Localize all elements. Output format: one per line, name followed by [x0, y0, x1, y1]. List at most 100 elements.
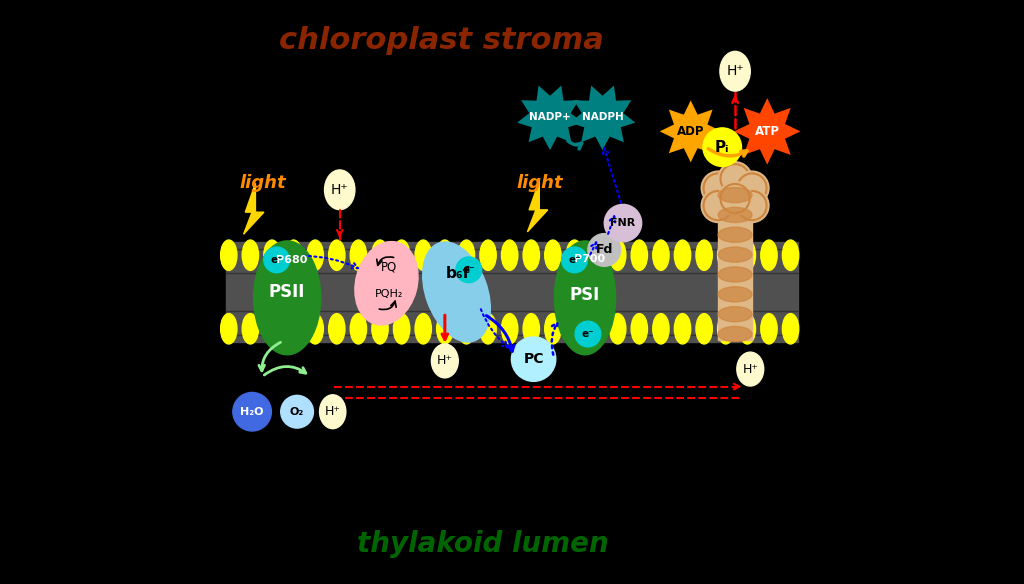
- Text: PSI: PSI: [570, 286, 600, 304]
- Ellipse shape: [480, 314, 497, 344]
- Text: e⁻: e⁻: [582, 329, 594, 339]
- Text: P700: P700: [574, 254, 605, 265]
- Ellipse shape: [350, 314, 367, 344]
- Polygon shape: [569, 85, 635, 150]
- Polygon shape: [659, 100, 722, 162]
- Ellipse shape: [718, 182, 752, 215]
- Text: b₆f: b₆f: [445, 266, 470, 281]
- Circle shape: [561, 247, 588, 273]
- Text: thylakoid lumen: thylakoid lumen: [357, 530, 608, 558]
- Ellipse shape: [372, 240, 388, 270]
- Text: ADP: ADP: [677, 125, 705, 138]
- Ellipse shape: [718, 247, 752, 262]
- Ellipse shape: [718, 326, 752, 342]
- Ellipse shape: [545, 314, 561, 344]
- Ellipse shape: [718, 314, 734, 344]
- Circle shape: [232, 392, 271, 431]
- Ellipse shape: [566, 314, 583, 344]
- Ellipse shape: [718, 227, 752, 242]
- Ellipse shape: [523, 314, 540, 344]
- Text: H⁺: H⁺: [325, 405, 341, 418]
- Text: H⁺: H⁺: [331, 183, 348, 197]
- Ellipse shape: [325, 170, 355, 210]
- Circle shape: [456, 257, 481, 283]
- Ellipse shape: [329, 240, 345, 270]
- Text: PSII: PSII: [269, 283, 305, 301]
- Circle shape: [604, 204, 642, 242]
- Ellipse shape: [415, 314, 431, 344]
- Ellipse shape: [319, 395, 346, 429]
- Ellipse shape: [761, 314, 777, 344]
- Ellipse shape: [675, 240, 691, 270]
- Ellipse shape: [652, 240, 669, 270]
- Ellipse shape: [701, 171, 735, 205]
- Ellipse shape: [431, 344, 459, 378]
- Text: H⁺: H⁺: [742, 363, 758, 376]
- Ellipse shape: [721, 164, 750, 193]
- Ellipse shape: [436, 240, 453, 270]
- Text: H₂O: H₂O: [241, 406, 264, 417]
- Ellipse shape: [243, 314, 258, 344]
- Ellipse shape: [721, 184, 750, 213]
- Ellipse shape: [737, 191, 767, 220]
- Ellipse shape: [350, 240, 367, 270]
- Ellipse shape: [761, 240, 777, 270]
- Circle shape: [702, 128, 741, 166]
- Ellipse shape: [718, 240, 734, 270]
- Ellipse shape: [737, 173, 767, 203]
- Text: light: light: [240, 174, 286, 192]
- Ellipse shape: [588, 314, 604, 344]
- Ellipse shape: [329, 314, 345, 344]
- Text: Fd: Fd: [596, 244, 613, 256]
- Ellipse shape: [502, 314, 518, 344]
- Ellipse shape: [609, 240, 626, 270]
- Ellipse shape: [220, 314, 237, 344]
- Ellipse shape: [372, 314, 388, 344]
- Text: e⁻: e⁻: [270, 255, 283, 265]
- Bar: [226, 242, 798, 342]
- Text: PQ: PQ: [381, 260, 397, 273]
- Ellipse shape: [703, 173, 733, 203]
- Text: O₂: O₂: [290, 406, 304, 417]
- Ellipse shape: [718, 307, 752, 322]
- Ellipse shape: [286, 314, 302, 344]
- Ellipse shape: [782, 240, 799, 270]
- Ellipse shape: [735, 189, 769, 223]
- Ellipse shape: [703, 191, 733, 220]
- Ellipse shape: [718, 287, 752, 302]
- Ellipse shape: [264, 314, 281, 344]
- Ellipse shape: [502, 240, 518, 270]
- Text: H⁺: H⁺: [726, 64, 743, 78]
- Ellipse shape: [718, 207, 752, 223]
- Ellipse shape: [220, 240, 237, 270]
- Ellipse shape: [588, 240, 604, 270]
- Polygon shape: [527, 181, 548, 232]
- Text: PC: PC: [523, 352, 544, 366]
- Ellipse shape: [696, 240, 713, 270]
- Text: H⁺: H⁺: [437, 354, 453, 367]
- Text: NADPH: NADPH: [582, 112, 624, 122]
- Ellipse shape: [415, 240, 431, 270]
- Ellipse shape: [631, 240, 647, 270]
- Ellipse shape: [718, 267, 752, 282]
- Circle shape: [511, 337, 556, 381]
- Ellipse shape: [254, 241, 321, 355]
- Ellipse shape: [735, 171, 769, 205]
- Ellipse shape: [545, 240, 561, 270]
- Polygon shape: [734, 98, 801, 165]
- Ellipse shape: [436, 314, 453, 344]
- Text: e⁻: e⁻: [463, 265, 475, 275]
- Ellipse shape: [355, 242, 418, 325]
- Ellipse shape: [566, 240, 583, 270]
- Text: Pᵢ: Pᵢ: [715, 140, 729, 155]
- Text: P680: P680: [276, 255, 307, 265]
- Ellipse shape: [393, 314, 410, 344]
- Ellipse shape: [720, 51, 751, 91]
- Text: PQH₂: PQH₂: [375, 288, 403, 299]
- Circle shape: [281, 395, 313, 428]
- Ellipse shape: [631, 314, 647, 344]
- Ellipse shape: [554, 241, 615, 355]
- Circle shape: [575, 321, 601, 347]
- Ellipse shape: [307, 240, 324, 270]
- Polygon shape: [517, 85, 583, 150]
